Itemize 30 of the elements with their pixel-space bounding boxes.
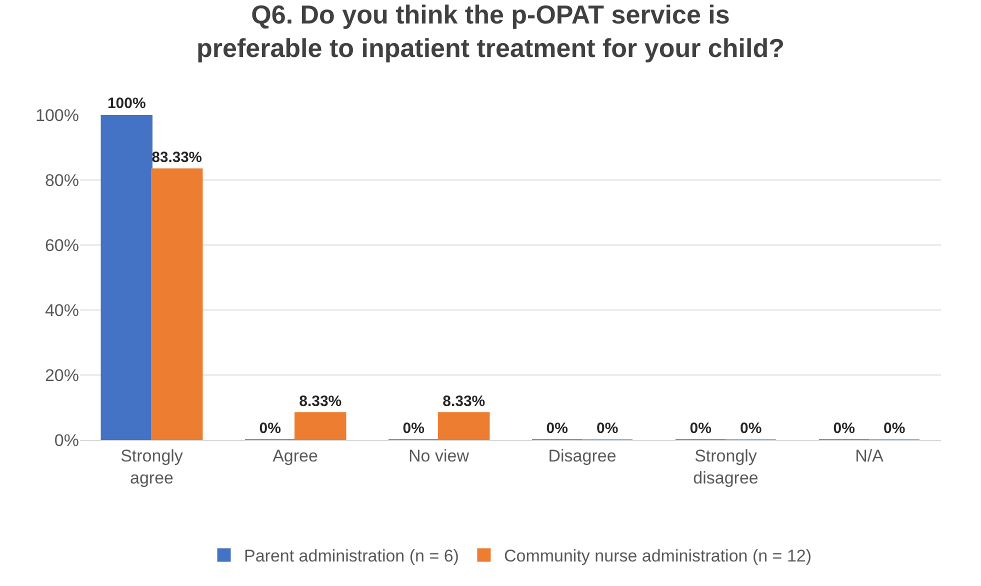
y-tick-label: 80% — [44, 170, 79, 190]
data-label: 0% — [402, 420, 424, 437]
data-label: 0% — [884, 420, 906, 437]
data-label: 0% — [740, 420, 762, 437]
x-tick-label: No view — [408, 446, 470, 466]
data-label: 100% — [107, 95, 146, 112]
data-label: 0% — [596, 420, 618, 437]
bar — [100, 115, 152, 440]
x-tick-label: Disagree — [548, 446, 616, 466]
legend-label: Community nurse administration (n = 12) — [504, 546, 812, 566]
x-tick-label: Strongly disagree — [693, 446, 758, 488]
data-label: 8.33% — [442, 392, 486, 410]
data-label: 0% — [259, 420, 281, 437]
data-label: 0% — [690, 420, 712, 437]
bar — [438, 412, 490, 440]
x-tick-label: N/A — [855, 446, 884, 466]
bar — [151, 168, 203, 440]
y-tick-label: 40% — [44, 300, 79, 320]
y-tick-label: 0% — [54, 430, 79, 450]
data-label: 0% — [833, 420, 855, 437]
y-tick-label: 60% — [44, 236, 79, 255]
legend-label: Parent administration (n = 6) — [244, 546, 459, 566]
y-tick-label: 100% — [36, 106, 79, 125]
x-tick-label: Agree — [272, 446, 318, 466]
x-tick-label: Strongly agree — [120, 446, 184, 488]
bar — [294, 412, 346, 440]
data-label: 8.33% — [299, 392, 342, 410]
chart-title: Q6. Do you think the p-OPAT service is preferable to inpatient treatment for your child? — [196, 0, 784, 64]
data-label: 0% — [546, 420, 568, 437]
y-tick-label: 20% — [44, 366, 79, 385]
